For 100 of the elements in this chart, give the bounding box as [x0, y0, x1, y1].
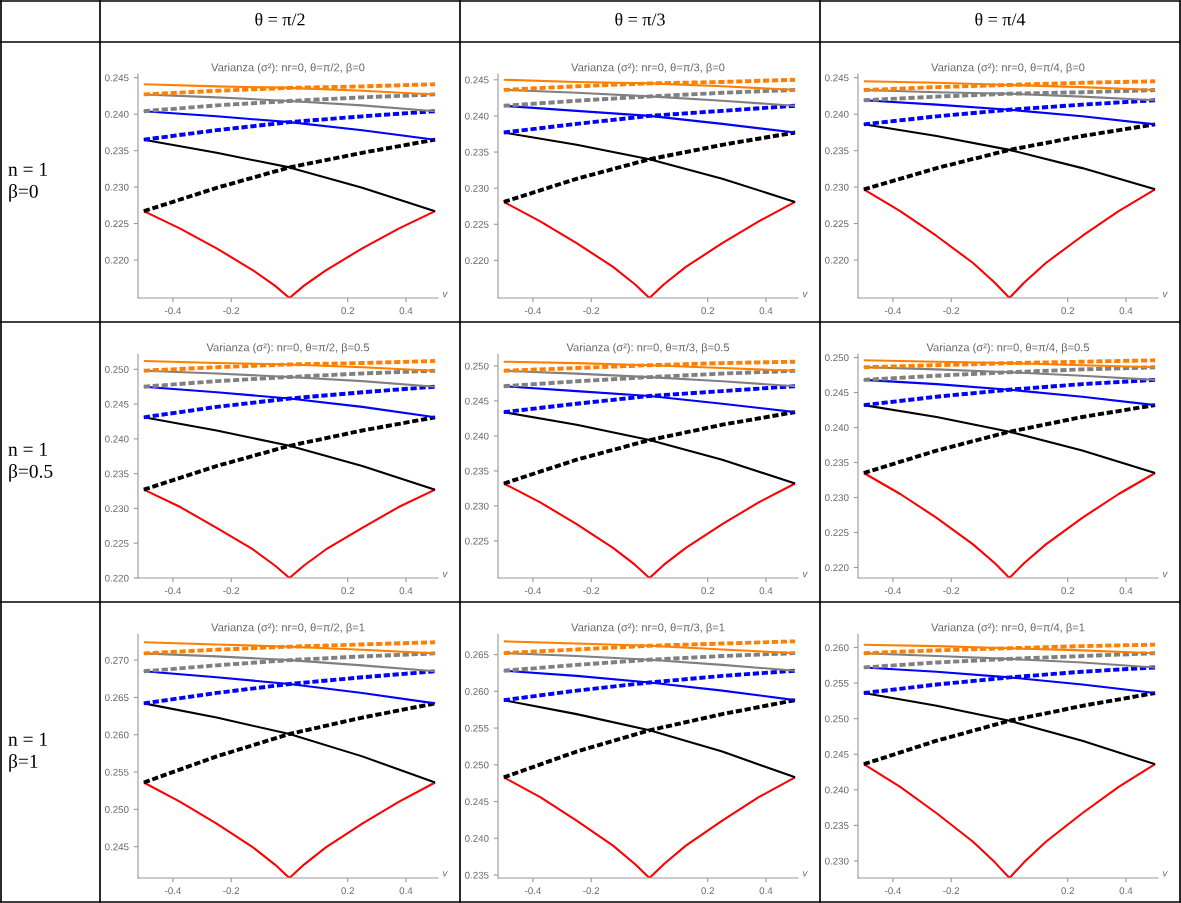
x-tick-label: -0.4 — [165, 587, 182, 595]
y-tick-label: 0.250 — [465, 362, 489, 370]
y-tick-label: 0.260 — [825, 644, 849, 652]
x-tick-label: -0.2 — [583, 587, 600, 595]
line-series — [142, 488, 437, 578]
y-tick-label: 0.225 — [465, 537, 489, 545]
x-axis-title: v — [1163, 572, 1168, 578]
y-tick-label: 0.245 — [825, 389, 849, 397]
x-tick-label: -0.4 — [525, 587, 542, 595]
chart-title: Varianza (σ²): nr=0, θ=π/3, β=1 — [571, 623, 725, 634]
x-axis-title: v — [1163, 292, 1168, 298]
x-tick-label: 0.2 — [1061, 887, 1074, 895]
x-tick-label: 0.2 — [341, 307, 354, 315]
x-tick-label: 0.4 — [759, 887, 773, 895]
y-tick-label: 0.255 — [465, 724, 489, 732]
y-tick-label: 0.240 — [465, 112, 489, 120]
x-tick-label: 0.2 — [1061, 307, 1074, 315]
x-tick-label: 0.4 — [1119, 887, 1133, 895]
y-tick-label: 0.250 — [105, 366, 129, 373]
y-tick-label: 0.265 — [105, 694, 129, 702]
text: n = 1 β=0.5 — [8, 442, 53, 482]
x-tick-label: -0.4 — [525, 887, 542, 895]
line-series — [502, 200, 797, 298]
chart-title: Varianza (σ²): nr=0, θ=π/4, β=0 — [931, 63, 1085, 74]
y-tick-label: 0.225 — [825, 220, 849, 228]
x-tick-label: -0.2 — [943, 587, 960, 595]
y-tick-label: 0.235 — [465, 467, 489, 475]
x-tick-label: -0.2 — [583, 307, 600, 315]
line-series — [862, 188, 1157, 298]
x-tick-label: -0.4 — [885, 307, 902, 315]
chart-title: Varianza (σ²): nr=0, θ=π/4, β=0.5 — [926, 343, 1090, 354]
y-tick-label: 0.250 — [825, 715, 849, 723]
y-tick-label: 0.255 — [825, 679, 849, 687]
y-tick-label: 0.230 — [465, 502, 489, 510]
y-tick-label: 0.230 — [825, 857, 849, 865]
y-tick-label: 0.230 — [465, 184, 489, 192]
chart-title: Varianza (σ²): nr=0, θ=π/2, β=1 — [211, 623, 365, 634]
x-tick-label: -0.4 — [885, 587, 902, 595]
x-tick-label: -0.2 — [223, 587, 240, 595]
y-tick-label: 0.245 — [465, 397, 489, 405]
y-tick-label: 0.235 — [465, 871, 489, 879]
x-tick-label: -0.4 — [165, 887, 182, 895]
line-series — [861, 377, 1158, 408]
y-tick-label: 0.265 — [465, 651, 489, 659]
x-axis-title: v — [443, 572, 448, 578]
x-tick-label: 0.2 — [341, 587, 354, 595]
x-axis-title: v — [1163, 871, 1168, 877]
text: θ = π/2 — [255, 12, 305, 26]
y-tick-label: 0.240 — [825, 786, 849, 794]
x-tick-label: 0.4 — [759, 307, 773, 315]
y-tick-label: 0.220 — [825, 564, 849, 572]
y-tick-label: 0.235 — [825, 459, 849, 467]
text: θ = π/3 — [615, 12, 665, 26]
text: n = 1 β=1 — [8, 732, 47, 772]
x-tick-label: -0.4 — [885, 887, 902, 895]
y-tick-label: 0.240 — [105, 110, 129, 118]
y-tick-label: 0.240 — [825, 110, 849, 118]
y-tick-label: 0.260 — [465, 688, 489, 695]
x-tick-label: 0.2 — [1061, 587, 1074, 595]
y-tick-label: 0.235 — [825, 822, 849, 829]
y-tick-label: 0.245 — [105, 74, 129, 82]
y-tick-label: 0.245 — [465, 798, 489, 806]
x-tick-label: 0.4 — [399, 587, 413, 595]
x-tick-label: 0.2 — [701, 887, 714, 895]
y-tick-label: 0.260 — [105, 731, 129, 739]
chart-title: Varianza (σ²): nr=0, θ=π/3, β=0.5 — [566, 343, 730, 354]
x-tick-label: -0.2 — [943, 887, 960, 895]
x-tick-label: -0.2 — [223, 307, 240, 315]
y-tick-label: 0.225 — [105, 220, 129, 228]
y-tick-label: 0.250 — [105, 806, 129, 813]
x-axis-title: v — [803, 292, 808, 298]
y-tick-label: 0.220 — [105, 574, 129, 582]
x-tick-label: 0.4 — [399, 307, 413, 315]
x-axis-title: v — [803, 572, 808, 578]
y-tick-label: 0.250 — [825, 354, 849, 362]
x-tick-label: 0.2 — [341, 887, 354, 895]
x-tick-label: 0.4 — [1119, 307, 1133, 315]
x-tick-label: -0.2 — [223, 887, 240, 895]
y-tick-label: 0.230 — [825, 183, 849, 191]
y-tick-label: 0.240 — [105, 435, 129, 443]
y-tick-label: 0.240 — [465, 432, 489, 440]
y-tick-label: 0.245 — [105, 843, 129, 851]
chart-title: Varianza (σ²): nr=0, θ=π/2, β=0.5 — [206, 343, 370, 354]
y-tick-label: 0.240 — [825, 424, 849, 432]
line-series — [502, 482, 797, 578]
x-tick-label: 0.4 — [399, 887, 413, 895]
x-tick-label: -0.2 — [583, 887, 600, 895]
x-tick-label: 0.4 — [1119, 587, 1133, 595]
y-tick-label: 0.225 — [465, 221, 489, 228]
y-tick-label: 0.220 — [465, 257, 489, 265]
x-tick-label: -0.4 — [525, 307, 542, 315]
y-tick-label: 0.270 — [105, 656, 129, 664]
y-tick-label: 0.235 — [105, 147, 129, 155]
text: n = 1 β=0 — [8, 162, 47, 202]
y-tick-label: 0.225 — [105, 539, 129, 547]
x-tick-label: 0.4 — [759, 587, 773, 595]
chart-title: Varianza (σ²): nr=0, θ=π/2, β=0 — [211, 63, 365, 74]
y-tick-label: 0.245 — [105, 400, 129, 408]
y-tick-label: 0.225 — [825, 529, 849, 537]
y-tick-label: 0.230 — [825, 494, 849, 502]
